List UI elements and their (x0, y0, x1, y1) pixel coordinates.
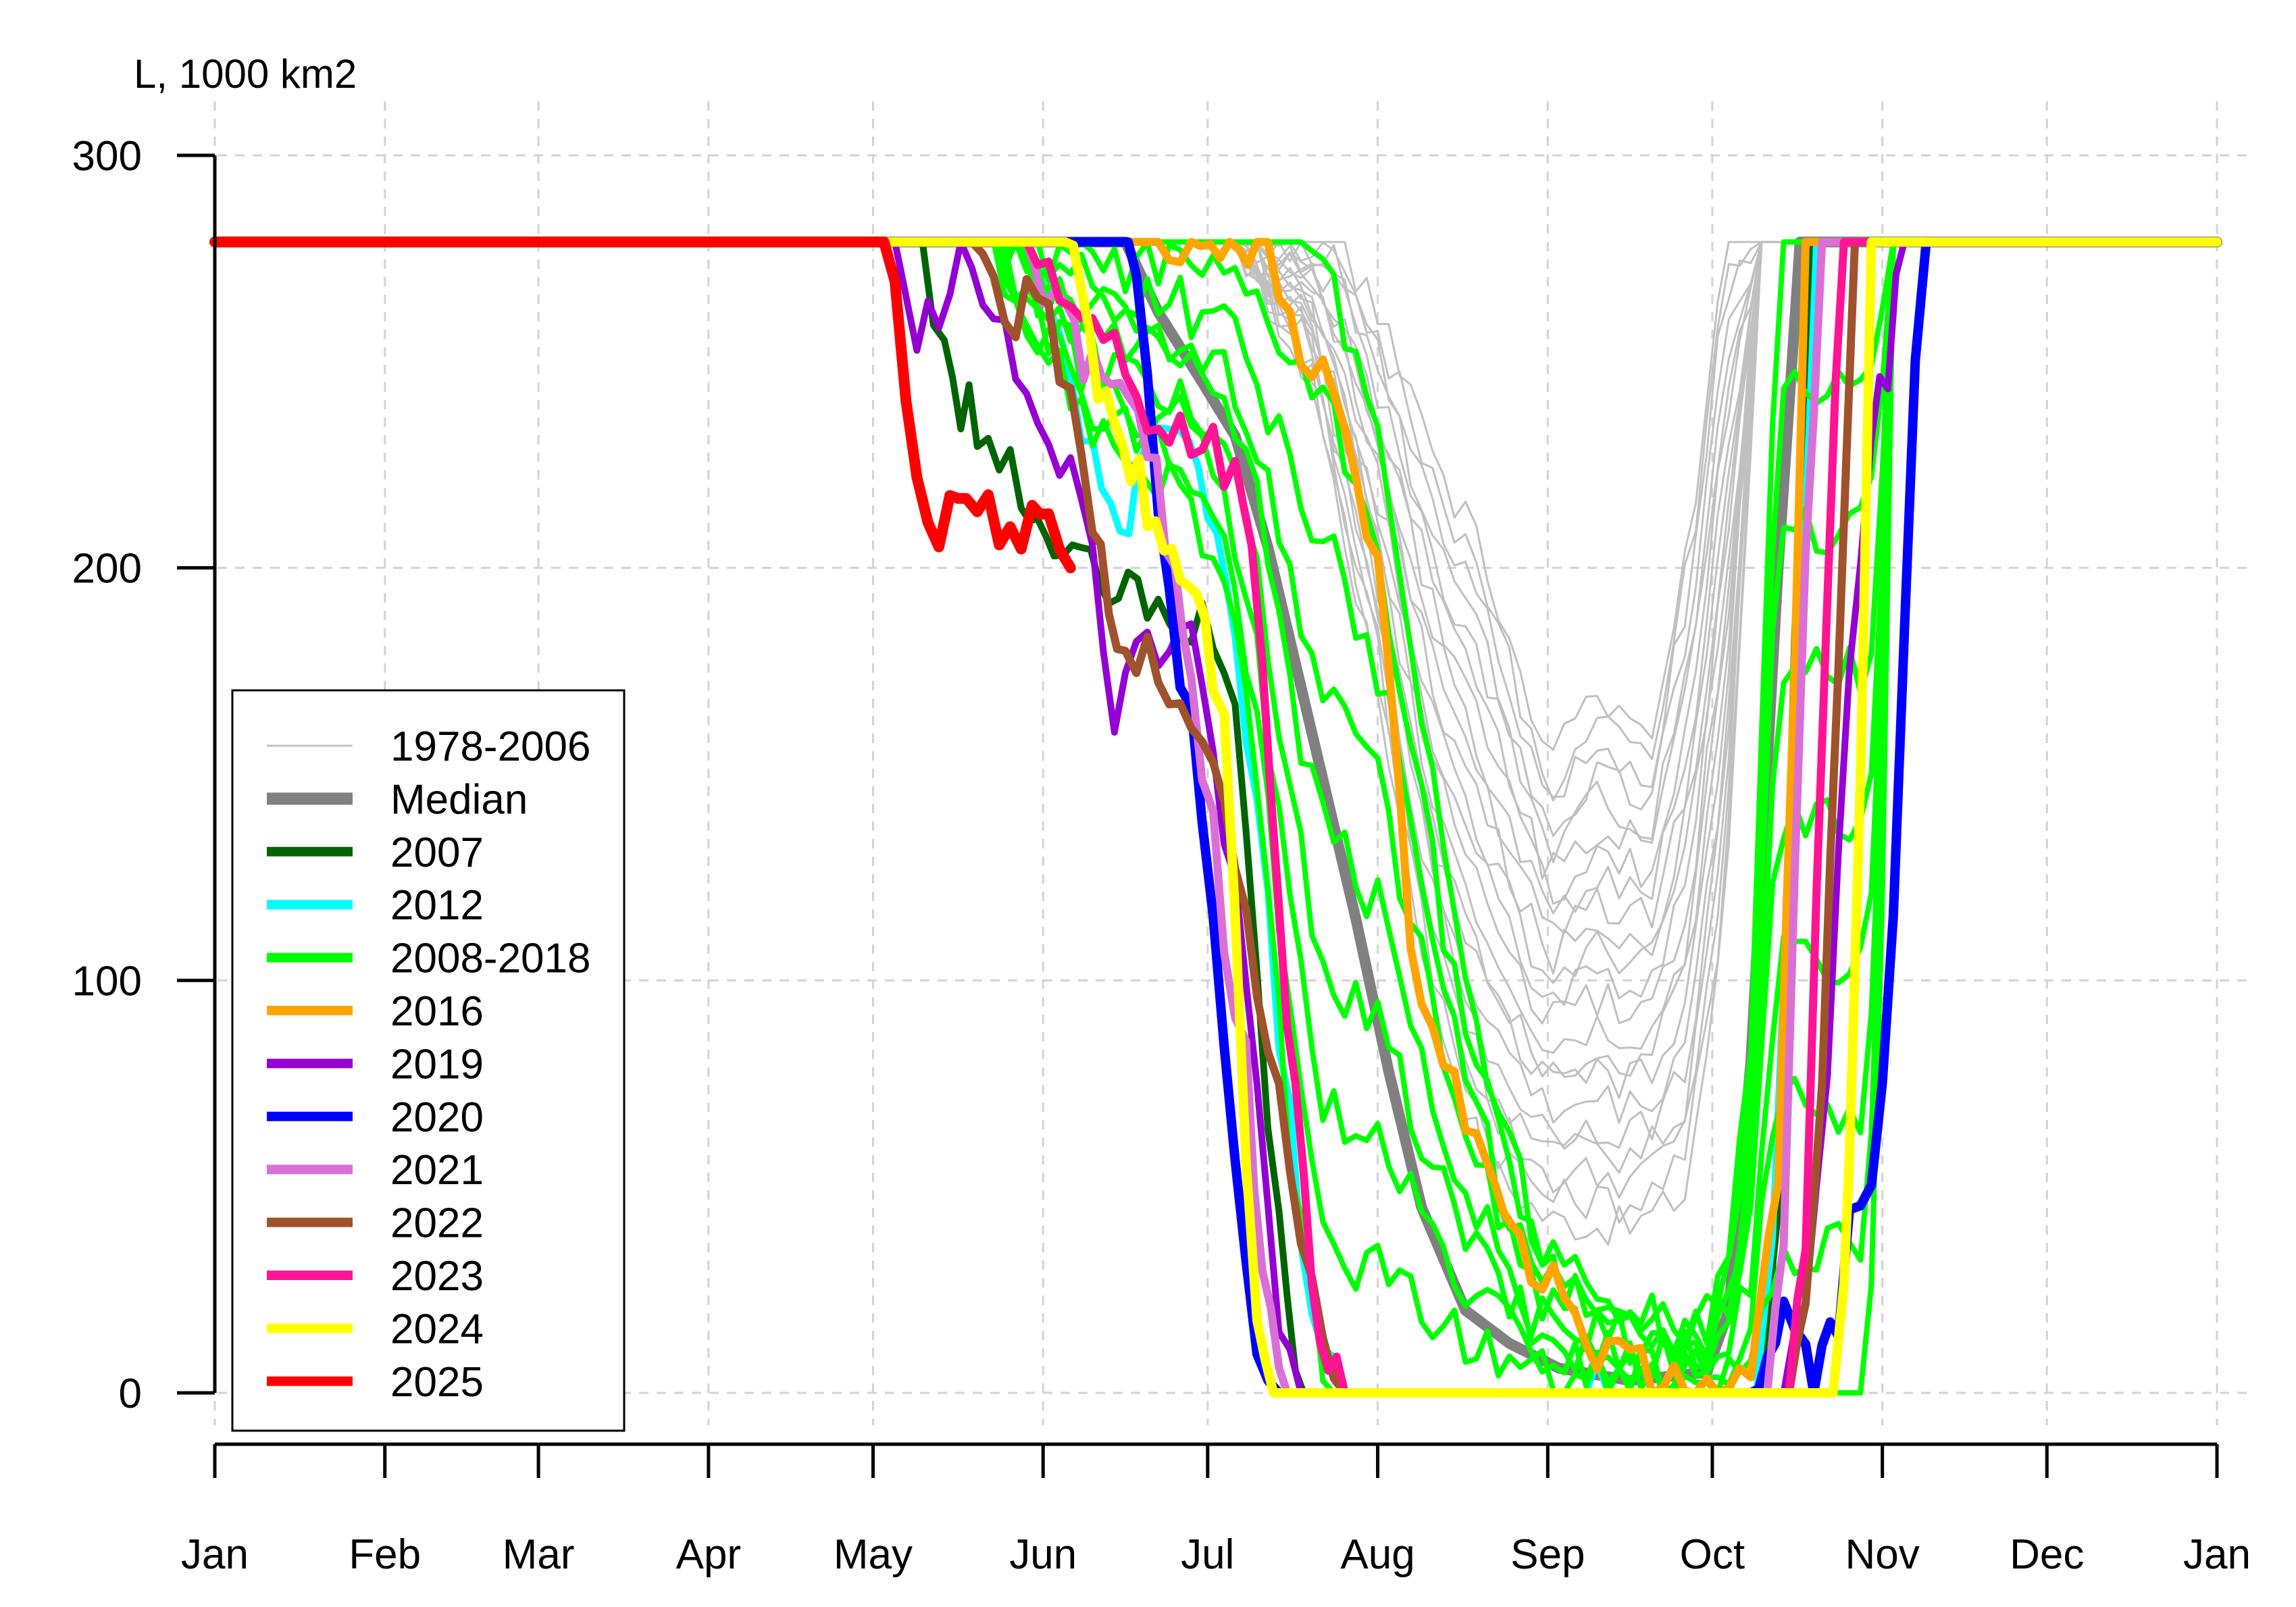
legend-label: 2024 (390, 1306, 484, 1352)
legend-label: 2025 (390, 1359, 484, 1406)
x-tick-label: Dec (2010, 1531, 2084, 1578)
series-line-2025 (209, 236, 1076, 573)
legend-label: 1978-2006 (390, 723, 591, 770)
x-tick-label: Apr (676, 1531, 741, 1578)
legend: 1978-2006 Median 2007 2012 2008-2018 2016 2019… (231, 689, 626, 1432)
legend-label: 2012 (390, 882, 484, 929)
legend-label: 2021 (390, 1147, 484, 1194)
legend-label: Median (390, 776, 528, 823)
x-tick-label: Nov (1845, 1531, 1920, 1578)
y-axis-title: L, 1000 km2 (134, 51, 357, 97)
legend-label: 2022 (390, 1200, 484, 1247)
legend-label: 2019 (390, 1041, 484, 1088)
legend-label: 2023 (390, 1253, 484, 1300)
axes: Jan Feb Mar Apr May Jun Jul Aug Sep Oct Nov Dec Jan 0… (72, 133, 2251, 1578)
legend-label: 2020 (390, 1094, 484, 1141)
legend-label: 2007 (390, 830, 484, 876)
x-tick-label: Sep (1510, 1531, 1585, 1578)
legend-label: 2016 (390, 988, 484, 1035)
y-tick-label: 0 (119, 1371, 142, 1417)
x-tick-label: Aug (1340, 1531, 1414, 1578)
y-tick-label: 100 (72, 958, 142, 1004)
x-tick-label: Jun (1009, 1531, 1077, 1578)
x-tick-label: Jan (181, 1531, 249, 1578)
x-tick-label: Oct (1680, 1531, 1745, 1578)
x-tick-label: Feb (349, 1531, 421, 1578)
legend-label: 2008-2018 (390, 936, 591, 982)
y-tick-label: 300 (72, 133, 142, 180)
series-layer (209, 236, 2222, 1398)
x-tick-label: May (834, 1531, 913, 1578)
x-tick-label: Jan (2183, 1531, 2251, 1578)
y-tick-label: 200 (72, 546, 142, 592)
x-tick-label: Mar (503, 1531, 575, 1578)
x-tick-label: Jul (1181, 1531, 1234, 1578)
